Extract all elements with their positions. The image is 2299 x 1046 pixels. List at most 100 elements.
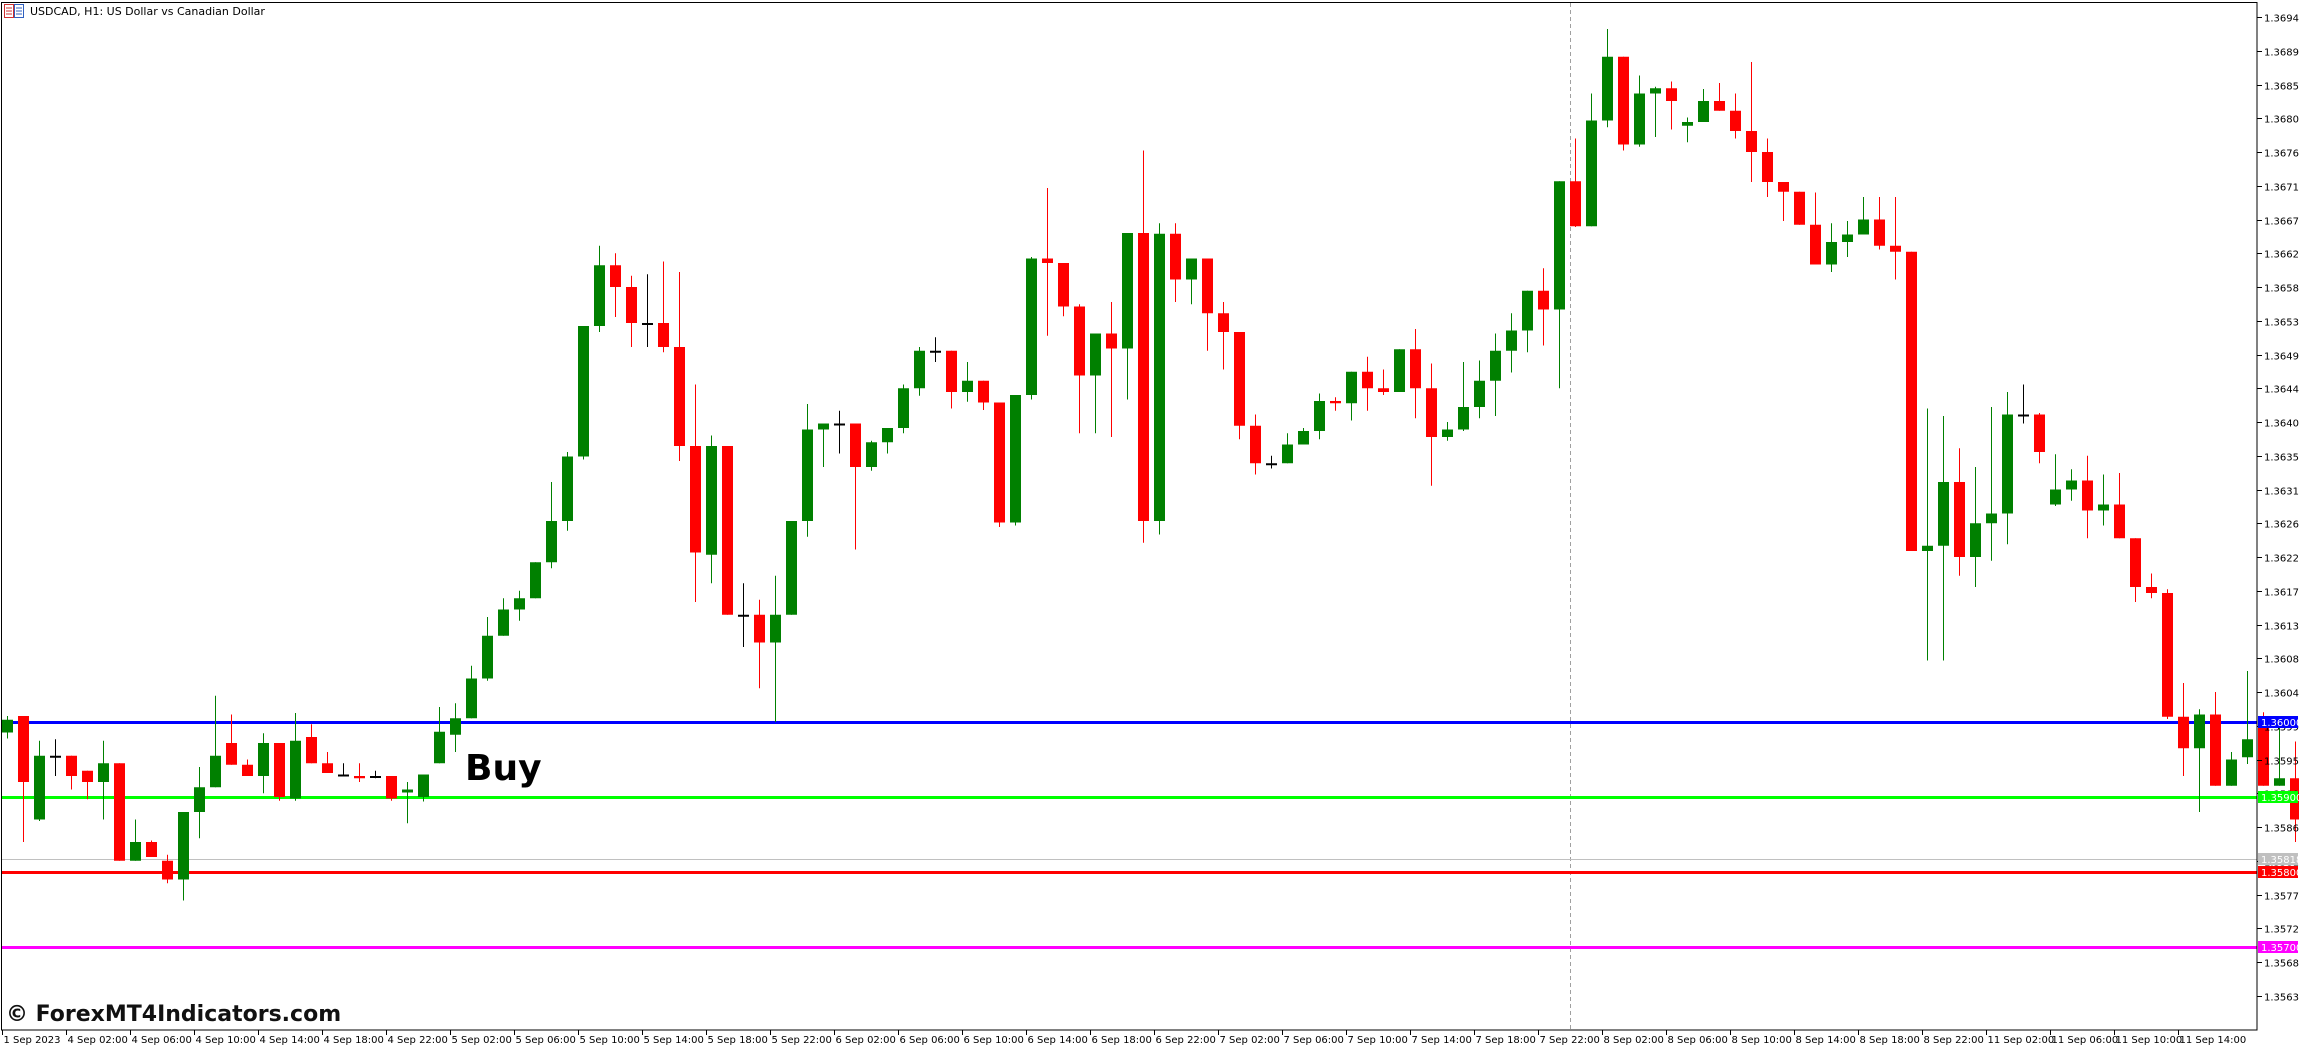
candle-body — [306, 737, 317, 764]
candle — [1890, 197, 1901, 280]
candle — [82, 770, 93, 800]
candle-body — [818, 423, 829, 430]
time-axis[interactable]: 1 Sep 2023 4 Sep 02:00 4 Sep 06:00 4 Sep 10… — [2, 1030, 2247, 1046]
candle — [386, 776, 397, 801]
candle — [2178, 683, 2189, 776]
candle-body — [1298, 431, 1309, 445]
time-tick-label: 1 Sep 2023 — [4, 1035, 61, 1046]
candle-body — [1586, 120, 1597, 227]
candle — [802, 404, 813, 537]
candle — [34, 740, 45, 821]
candle-body — [1250, 425, 1261, 464]
candle — [978, 380, 989, 410]
candle-body — [402, 789, 413, 793]
candle — [498, 598, 509, 636]
candle — [1730, 93, 1741, 139]
price-tick-label: 1.36445 — [2264, 385, 2299, 396]
candle — [1522, 290, 1533, 353]
candle — [434, 707, 445, 764]
candle-body — [1570, 181, 1581, 227]
price-tick-label: 1.35680 — [2264, 959, 2299, 970]
candle-body — [82, 770, 93, 782]
candle — [2210, 692, 2221, 786]
candle-body — [1346, 371, 1357, 404]
candle — [1666, 81, 1677, 130]
candle-body — [946, 350, 957, 392]
horizontal-levels — [2, 721, 2257, 949]
time-tick-label: 4 Sep 06:00 — [132, 1035, 192, 1046]
candle-body — [770, 614, 781, 643]
candle — [786, 521, 797, 615]
candle — [1938, 416, 1949, 661]
candle-body — [690, 446, 701, 553]
candle-body — [962, 380, 973, 392]
candle-body — [370, 776, 381, 778]
price-tick-label: 1.35950 — [2264, 757, 2299, 768]
candle-body — [1282, 444, 1293, 464]
candle-body — [1554, 181, 1565, 310]
price-tick-label: 1.36175 — [2264, 588, 2299, 599]
candle-body — [738, 614, 749, 617]
candle — [1922, 408, 1933, 661]
candle — [1250, 414, 1261, 475]
price-tick-label: 1.35725 — [2264, 925, 2299, 936]
price-tick-label: 1.36400 — [2264, 419, 2299, 430]
candle — [1442, 422, 1453, 441]
candle-body — [2098, 504, 2109, 511]
candle-body — [338, 774, 349, 777]
candle — [610, 253, 621, 317]
price-tick-label: 1.35860 — [2264, 824, 2299, 835]
candle-body — [1170, 233, 1181, 280]
candle — [1010, 395, 1021, 526]
candle-body — [2226, 759, 2237, 786]
candle-body — [658, 323, 669, 347]
candle — [754, 599, 765, 689]
candle-body — [1858, 219, 1869, 235]
candle — [1282, 433, 1293, 464]
candle — [1602, 29, 1613, 128]
candle-body — [98, 763, 109, 782]
candle-body — [1602, 56, 1613, 121]
candle — [1234, 332, 1245, 440]
time-tick-label: 6 Sep 22:00 — [1156, 1035, 1216, 1046]
candle-body — [1762, 152, 1773, 182]
candle-body — [1970, 523, 1981, 557]
price-tick-label: 1.36715 — [2264, 183, 2299, 194]
candle — [50, 739, 61, 776]
candle-body — [1842, 234, 1853, 242]
time-tick-label: 7 Sep 06:00 — [1284, 1035, 1344, 1046]
price-tick-label: 1.35635 — [2264, 993, 2299, 1004]
candle — [1490, 333, 1501, 416]
candle — [1138, 150, 1149, 543]
candle — [2226, 752, 2237, 786]
time-tick-label: 6 Sep 10:00 — [964, 1035, 1024, 1046]
candle-body — [1618, 56, 1629, 145]
candle-body — [354, 776, 365, 779]
candle — [2162, 589, 2173, 719]
candle — [562, 452, 573, 531]
candle-body — [1202, 258, 1213, 314]
candle-body — [1058, 263, 1069, 307]
candle-body — [450, 718, 461, 735]
candle — [1074, 304, 1085, 434]
candle — [626, 275, 637, 347]
candle — [658, 261, 669, 353]
price-tick-label: 1.36130 — [2264, 622, 2299, 633]
time-tick-label: 8 Sep 14:00 — [1796, 1035, 1856, 1046]
level-tag-label: 1.35818 — [2261, 855, 2299, 866]
candle-body — [2050, 489, 2061, 505]
candle — [1298, 428, 1309, 445]
candle — [1218, 302, 1229, 370]
candle — [2274, 719, 2285, 786]
candle-body — [930, 350, 941, 353]
candle — [2194, 709, 2205, 812]
candle-body — [642, 323, 653, 325]
level-tag-label: 1.35900 — [2261, 793, 2299, 804]
candle — [1378, 369, 1389, 395]
candle — [2050, 454, 2061, 506]
candle-body — [722, 446, 733, 615]
price-tick-label: 1.36535 — [2264, 318, 2299, 329]
candle-body — [882, 428, 893, 443]
